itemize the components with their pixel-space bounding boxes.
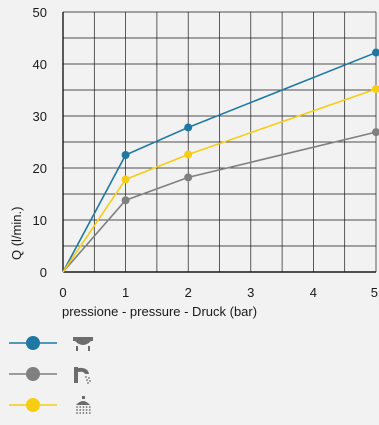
y-tick-label: 30 [33,109,47,124]
y-tick-label: 0 [40,265,47,280]
legend-marker [26,367,40,381]
legend-entry-3 [9,396,91,414]
x-tick-label: 0 [59,285,66,300]
chart-series [62,48,379,273]
data-point [121,151,130,159]
data-point [121,175,130,184]
x-tick-label: 4 [310,285,317,300]
legend-entry-1 [9,336,93,351]
y-tick-label: 10 [33,213,47,228]
bathtub-icon [73,337,93,351]
x-axis-label: pressione - pressure - Druck (bar) [62,304,257,319]
chart-grid [62,11,377,273]
legend-marker [26,336,40,350]
data-point [121,196,130,205]
shower-head-icon [76,396,91,414]
data-point [184,123,193,132]
series-line-1 [62,51,377,273]
legend-marker [26,398,40,412]
y-tick-label: 40 [33,57,47,72]
data-point [372,84,379,93]
series-line-2 [62,131,377,273]
x-tick-label: 1 [122,285,129,300]
data-point [184,150,193,159]
x-tick-label: 3 [247,285,254,300]
y-tick-label: 20 [33,161,47,176]
x-tick-label: 5 [371,285,378,300]
tick-labels: 0 10 20 30 40 50 0 1 2 3 4 5 [33,5,378,300]
chart-legend [9,336,93,414]
y-tick-label: 50 [33,5,47,20]
data-point [372,48,379,57]
data-point [184,173,193,182]
legend-entry-2 [9,367,91,384]
series-line-3 [62,88,377,273]
faucet-icon [74,367,91,384]
x-tick-label: 2 [185,285,192,300]
chart-axes [62,12,376,273]
data-point [372,128,379,137]
y-axis-label: Q (l/min.) [9,207,24,260]
